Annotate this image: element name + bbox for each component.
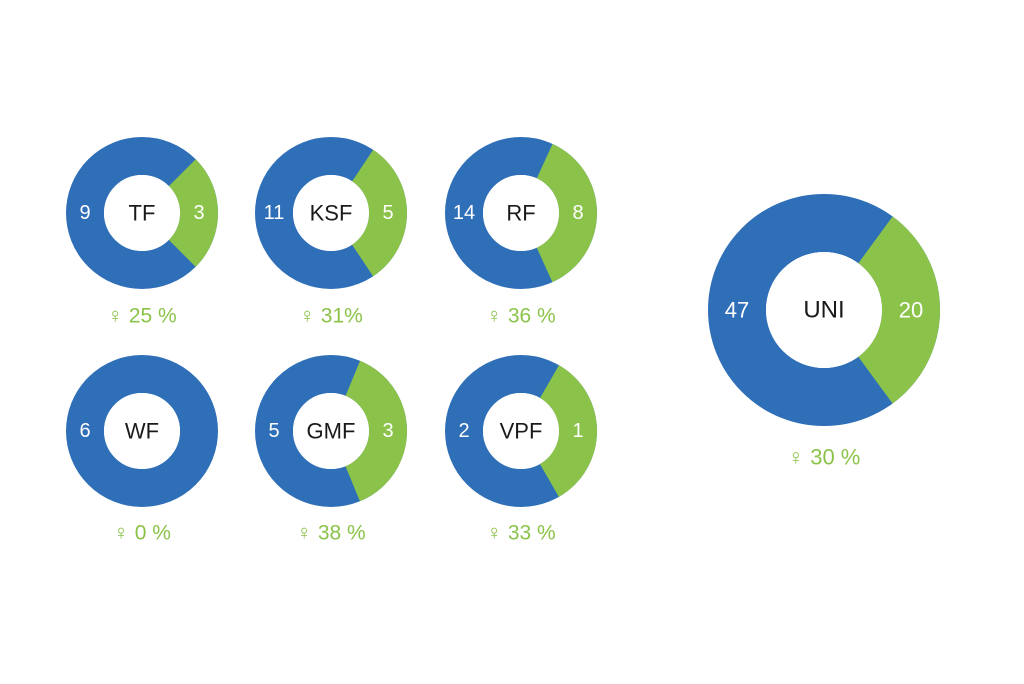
donut-rf-female-percentage: ♀ 36 % [486, 305, 555, 328]
donut-ksf-female-segment [255, 137, 407, 289]
donut-tf-center [104, 175, 180, 251]
donut-ksf: KSF 11 5 ♀ 31% [255, 137, 407, 328]
donut-vpf-name: VPF [500, 419, 543, 444]
donut-rf: RF 14 8 ♀ 36 % [445, 137, 597, 328]
donut-tf: TF 9 3 ♀ 25 % [65, 137, 218, 328]
donut-vpf: VPF 2 1 ♀ 33 % [445, 355, 597, 545]
donut-ksf-center [293, 175, 369, 251]
donut-tf-female-value: 3 [193, 202, 204, 224]
donut-wf-male-value: 6 [79, 420, 90, 442]
donut-wf-name: WF [125, 419, 159, 444]
donut-gmf: GMF 5 3 ♀ 38 % [255, 355, 407, 545]
donut-gmf-name: GMF [307, 419, 356, 444]
donut-uni-female-percentage: ♀ 30 % [788, 445, 861, 470]
donut-wf-male-segment [66, 355, 218, 507]
donut-vpf-female-value: 1 [572, 420, 583, 442]
donut-rf-male-value: 14 [453, 202, 475, 224]
donut-uni: UNI 47 20 ♀ 30 % [708, 194, 940, 470]
donut-vpf-female-percentage: ♀ 33 % [486, 522, 555, 545]
donut-gmf-center [293, 393, 369, 469]
donut-gmf-female-percentage: ♀ 38 % [296, 522, 365, 545]
donut-wf: WF 6 ♀ 0 % [66, 355, 218, 545]
donut-gmf-female-value: 3 [382, 420, 393, 442]
donut-uni-female-segment [708, 194, 940, 426]
donut-uni-female-value: 20 [899, 298, 923, 323]
donut-wf-center [104, 393, 180, 469]
donut-tf-name: TF [129, 201, 156, 226]
donut-uni-center [766, 252, 882, 368]
donut-vpf-center [483, 393, 559, 469]
donut-rf-female-value: 8 [572, 202, 583, 224]
donut-rf-name: RF [506, 201, 535, 226]
donut-tf-male-value: 9 [79, 202, 90, 224]
donut-wf-female-percentage: ♀ 0 % [113, 522, 171, 545]
donut-gmf-female-segment [255, 355, 407, 507]
donut-gmf-male-value: 5 [268, 420, 279, 442]
donut-ksf-female-value: 5 [382, 202, 393, 224]
donut-tf-female-segment [65, 137, 218, 289]
donut-uni-name: UNI [803, 297, 844, 324]
donut-ksf-female-percentage: ♀ 31% [299, 305, 363, 328]
donut-rf-center [483, 175, 559, 251]
donut-ksf-name: KSF [310, 201, 353, 226]
donut-uni-male-value: 47 [725, 298, 749, 323]
donut-vpf-female-segment [445, 355, 597, 507]
donut-tf-female-percentage: ♀ 25 % [107, 305, 176, 328]
donut-ksf-male-value: 11 [264, 202, 285, 224]
donut-vpf-male-value: 2 [458, 420, 469, 442]
